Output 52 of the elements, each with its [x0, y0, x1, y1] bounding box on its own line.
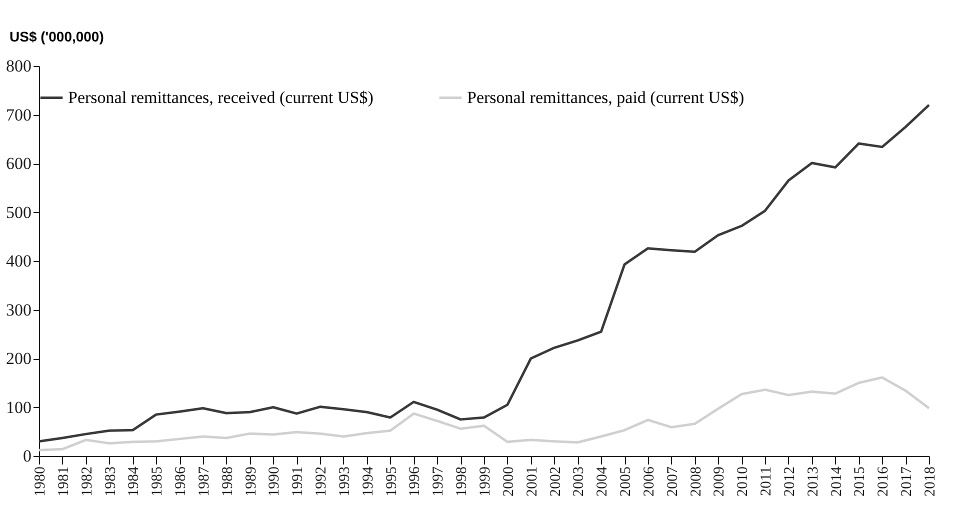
x-tick-label: 1998 — [454, 466, 470, 496]
x-tick-label: 2017 — [899, 466, 916, 496]
x-tick-label: 1985 — [150, 466, 166, 496]
x-tick-label: 1991 — [290, 466, 306, 496]
x-tick-label: 2000 — [500, 466, 517, 496]
x-tick-label: 2006 — [641, 466, 658, 496]
y-tick-label: 600 — [6, 154, 32, 173]
x-tick-label: 1982 — [79, 466, 96, 496]
x-tick-label: 1989 — [243, 466, 260, 496]
x-tick-label: 1997 — [430, 466, 447, 496]
x-tick-label: 2018 — [922, 466, 938, 496]
x-tick-label: 1999 — [478, 466, 494, 496]
x-tick-label: 1995 — [384, 466, 400, 496]
x-tick-label: 1984 — [126, 466, 142, 496]
x-tick-label: 1981 — [56, 466, 72, 496]
x-tick-label: 1987 — [196, 466, 212, 496]
line-series — [38, 376, 930, 452]
x-tick-label: 1994 — [360, 466, 376, 496]
legend-label: Personal remittances, received (current US$) — [68, 88, 374, 107]
x-tick-label: 2001 — [524, 466, 540, 496]
x-tick-label: 2004 — [594, 466, 611, 496]
x-tick-label: 2014 — [828, 466, 845, 496]
x-tick-label: 2003 — [571, 466, 588, 496]
y-tick-label: 300 — [6, 300, 32, 320]
x-tick-label: 1996 — [407, 466, 424, 496]
y-tick-label: 0 — [23, 446, 32, 466]
legend-label: Personal remittances, paid (current US$) — [467, 88, 744, 107]
x-tick-label: 2011 — [758, 466, 775, 496]
x-tick-label: 2007 — [664, 466, 681, 496]
x-tick-label: 1992 — [314, 466, 330, 496]
y-axis-title: US$ ('000,000) — [10, 28, 104, 44]
x-tick-label: 1980 — [32, 466, 48, 496]
x-tick-label: 1983 — [102, 466, 119, 496]
y-tick-label: 200 — [6, 349, 32, 368]
x-tick-label: 2013 — [805, 466, 822, 496]
x-tick-label: 2002 — [548, 466, 564, 496]
x-tick-label: 2009 — [712, 466, 728, 496]
x-tick-label: 1993 — [336, 466, 353, 496]
y-tick-label: 100 — [6, 398, 32, 417]
x-tick-label: 2008 — [688, 466, 704, 496]
y-tick-label: 500 — [6, 202, 32, 222]
x-tick-label: 1986 — [173, 466, 190, 496]
x-tick-label: 2010 — [735, 466, 752, 496]
x-tick-label: 2016 — [876, 466, 892, 496]
y-tick-label: 800 — [6, 56, 32, 76]
x-tick-label: 2012 — [782, 466, 798, 496]
y-tick-label: 700 — [6, 105, 32, 124]
x-tick-label: 2005 — [618, 466, 634, 496]
x-tick-label: 1988 — [220, 466, 236, 496]
x-tick-label: 2015 — [852, 466, 868, 496]
y-tick-label: 400 — [6, 252, 32, 270]
x-tick-label: 1990 — [266, 466, 283, 496]
